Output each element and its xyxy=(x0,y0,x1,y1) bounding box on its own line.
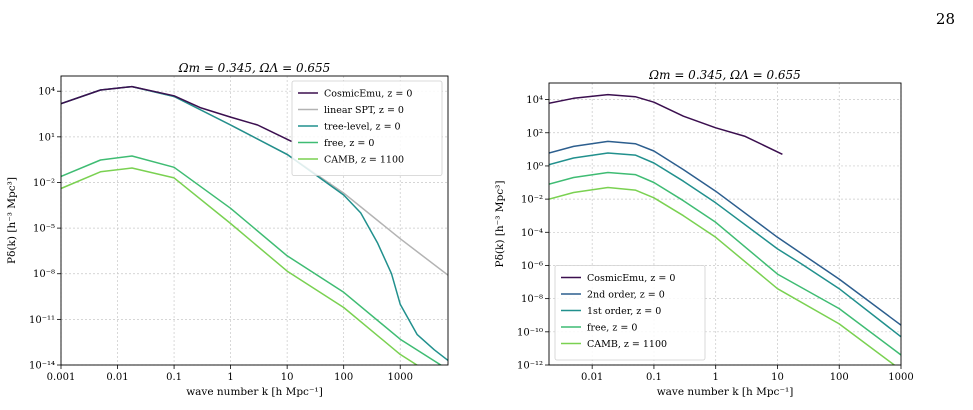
x-tick-label: 1000 xyxy=(387,372,412,383)
legend-label-cosmicemu: CosmicEmu, z = 0 xyxy=(587,273,675,284)
y-tick-label: 10⁻⁶ xyxy=(521,261,543,272)
x-tick-label: 0.001 xyxy=(47,372,76,383)
chart-title: Ωm = 0.345, ΩΛ = 0.655 xyxy=(178,61,331,75)
series-line-free xyxy=(61,155,443,365)
legend-label-cosmicemu: CosmicEmu, z = 0 xyxy=(324,89,412,100)
y-tick-label: 10⁴ xyxy=(526,95,543,106)
y-tick-label: 10⁰ xyxy=(526,161,543,172)
y-tick-label: 10⁻¹⁰ xyxy=(517,327,543,338)
y-tick-label: 10⁻⁵ xyxy=(33,224,55,235)
series-line-free xyxy=(549,171,901,356)
y-tick-label: 10⁻⁴ xyxy=(521,228,543,239)
x-tick-label: 10 xyxy=(281,372,294,383)
legend-label-free: free, z = 0 xyxy=(587,323,637,334)
y-tick-label: 10⁴ xyxy=(38,87,55,98)
y-tick-label: 10⁻¹² xyxy=(517,361,543,372)
legend-label-tree_level: tree-level, z = 0 xyxy=(324,122,401,133)
series-line-second_order xyxy=(549,140,901,326)
series-line-cosmicemu xyxy=(549,93,783,155)
series-line-cosmicemu xyxy=(61,85,292,143)
y-tick-label: 10⁻¹⁴ xyxy=(29,361,55,372)
y-tick-label: 10¹ xyxy=(38,132,55,143)
x-axis-label: wave number k [h Mpc⁻¹] xyxy=(186,386,323,398)
legend-label-camb: CAMB, z = 1100 xyxy=(324,155,404,166)
legend-label-first_order: 1st order, z = 0 xyxy=(587,306,661,317)
legend-box xyxy=(291,80,443,176)
x-tick-label: 0.01 xyxy=(581,372,603,383)
legend-box xyxy=(554,265,706,361)
x-tick-label: 100 xyxy=(830,372,849,383)
left-power-spectrum-chart: 0.001 0.01 0.1 1 10 100 1000 10⁴ 10¹ 10⁻² 10⁻⁵ 10⁻⁸… xyxy=(6,61,449,398)
x-tick-label: 1 xyxy=(227,372,233,383)
x-tick-label: 1000 xyxy=(888,372,913,383)
y-tick-label: 10⁻² xyxy=(33,178,55,189)
x-axis-label: wave number k [h Mpc⁻¹] xyxy=(657,386,794,398)
y-tick-label: 10⁻⁸ xyxy=(33,269,55,280)
x-tick-label: 10 xyxy=(771,372,784,383)
y-tick-label: 10² xyxy=(526,128,543,139)
y-axis-label: Pδ(k) [h⁻³ Mpc³] xyxy=(494,181,506,268)
y-tick-label: 10⁻² xyxy=(521,195,543,206)
y-tick-label: 10⁻¹¹ xyxy=(29,315,55,326)
x-tick-label: 0.01 xyxy=(106,372,128,383)
plot-frame xyxy=(60,75,449,366)
x-tick-label: 1 xyxy=(713,372,719,383)
legend-label-second_order: 2nd order, z = 0 xyxy=(587,290,665,301)
x-tick-label: 100 xyxy=(334,372,353,383)
series-line-camb xyxy=(549,186,896,365)
legend-label-free: free, z = 0 xyxy=(324,138,374,149)
legend-label-linear_spt: linear SPT, z = 0 xyxy=(324,105,404,116)
right-power-spectrum-chart: 0.01 0.1 1 10 100 1000 10⁴ 10² 10⁰ 10⁻² 10⁻⁴ 10⁻⁶ 10… xyxy=(494,68,914,398)
series-line-first_order xyxy=(549,152,901,338)
chart-title: Ωm = 0.345, ΩΛ = 0.655 xyxy=(648,68,801,82)
legend-label-camb: CAMB, z = 1100 xyxy=(587,339,667,350)
series-line-camb xyxy=(61,167,419,365)
y-axis-label: Pδ(k) [h⁻³ Mpc³] xyxy=(6,177,18,264)
x-tick-label: 0.1 xyxy=(166,372,182,383)
page-number: 28 xyxy=(935,10,955,28)
plot-frame xyxy=(548,82,902,366)
y-tick-label: 10⁻⁸ xyxy=(521,294,543,305)
x-tick-label: 0.1 xyxy=(646,372,662,383)
